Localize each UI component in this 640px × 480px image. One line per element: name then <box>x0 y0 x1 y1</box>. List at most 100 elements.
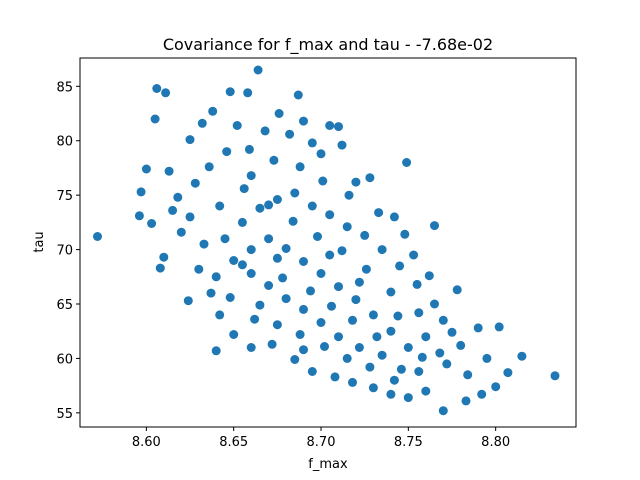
scatter-point <box>325 210 335 220</box>
scatter-point <box>274 109 284 118</box>
scatter-point <box>342 353 352 363</box>
scatter-point <box>473 323 483 333</box>
scatter-point <box>197 118 207 128</box>
scatter-point <box>141 164 151 174</box>
scatter-point <box>377 245 387 255</box>
scatter-point <box>288 216 298 226</box>
scatter-point <box>264 234 274 244</box>
x-tick-label: 8.60 <box>132 435 161 450</box>
scatter-point <box>164 166 174 176</box>
scatter-point <box>393 311 403 321</box>
scatter-point <box>334 282 343 292</box>
scatter-point <box>344 190 354 200</box>
scatter-point <box>267 339 277 349</box>
scatter-point <box>232 121 242 130</box>
scatter-point <box>250 314 260 324</box>
x-tick-label: 8.80 <box>481 435 510 450</box>
scatter-point <box>237 260 247 270</box>
x-axis-label: f_max <box>308 457 348 472</box>
scatter-point <box>447 327 457 337</box>
scatter-point <box>368 310 378 320</box>
scatter-point <box>313 232 322 241</box>
scatter-point <box>365 362 375 372</box>
scatter-point <box>417 352 427 362</box>
scatter-point <box>299 116 308 126</box>
scatter-point <box>409 250 419 260</box>
scatter-point <box>348 315 357 325</box>
scatter-point <box>412 279 422 289</box>
scatter-point <box>168 205 178 215</box>
scatter-point <box>155 263 165 273</box>
y-tick-label: 70 <box>56 244 73 259</box>
scatter-point <box>337 246 347 256</box>
scatter-point <box>316 149 326 159</box>
scatter-point <box>461 396 471 406</box>
scatter-point <box>134 211 144 221</box>
scatter-point <box>452 285 462 295</box>
scatter-point <box>206 288 216 298</box>
scatter-point <box>281 294 291 304</box>
scatter-point <box>220 234 230 244</box>
scatter-point <box>185 135 195 145</box>
scatter-point <box>337 140 347 150</box>
scatter-point <box>278 273 288 283</box>
scatter-point <box>396 364 406 374</box>
scatter-point <box>374 208 384 218</box>
scatter-point <box>295 162 305 172</box>
x-tick-label: 8.70 <box>307 435 336 450</box>
scatter-point <box>152 84 162 93</box>
scatter-point <box>246 269 256 278</box>
scatter-point <box>550 371 560 381</box>
scatter-point <box>159 252 169 262</box>
scatter-point <box>424 271 434 281</box>
scatter-point <box>215 310 225 320</box>
scatter-point <box>281 244 291 253</box>
x-axis-ticks: 8.60 8.65 8.70 8.75 8.80 <box>132 427 510 450</box>
scatter-point <box>290 188 300 198</box>
chart-title: Covariance for f_max and tau - -7.68e-02 <box>163 35 493 55</box>
scatter-point <box>320 342 329 351</box>
scatter-point <box>243 88 253 98</box>
scatter-point <box>161 88 171 98</box>
scatter-point <box>185 212 195 222</box>
scatter-point <box>269 155 279 165</box>
y-tick-label: 65 <box>56 298 73 313</box>
scatter-point <box>307 138 317 148</box>
scatter-point <box>389 375 399 385</box>
scatter-point <box>93 232 102 241</box>
scatter-point <box>264 200 274 210</box>
scatter-point <box>150 114 160 124</box>
scatter-point <box>246 245 256 255</box>
scatter-point <box>421 386 431 396</box>
scatter-point <box>299 257 308 266</box>
scatter-point <box>208 106 218 116</box>
scatter-point <box>477 389 487 399</box>
scatter-point <box>354 277 364 287</box>
scatter-point <box>295 330 305 339</box>
scatter-point <box>255 300 265 310</box>
scatter-point <box>316 318 326 327</box>
scatter-point <box>253 65 263 75</box>
scatter-point <box>327 301 336 311</box>
scatter-point <box>421 332 431 342</box>
scatter-point <box>435 348 445 358</box>
scatter-point <box>173 192 183 202</box>
scatter-point <box>402 158 412 167</box>
scatter-point <box>147 219 157 228</box>
scatter-point <box>307 367 317 376</box>
scatter-point <box>176 227 186 237</box>
scatter-point <box>442 359 452 369</box>
scatter-point <box>456 340 466 350</box>
y-tick-label: 85 <box>56 80 73 95</box>
scatter-point <box>403 343 413 352</box>
scatter-point <box>400 229 410 239</box>
scatter-point <box>491 382 501 392</box>
x-tick-label: 8.65 <box>219 435 248 450</box>
scatter-point <box>517 351 527 361</box>
scatter-point <box>361 264 371 274</box>
scatter-point <box>494 322 504 332</box>
scatter-point <box>225 293 235 302</box>
scatter-point <box>272 253 282 263</box>
scatter-point <box>229 256 239 265</box>
